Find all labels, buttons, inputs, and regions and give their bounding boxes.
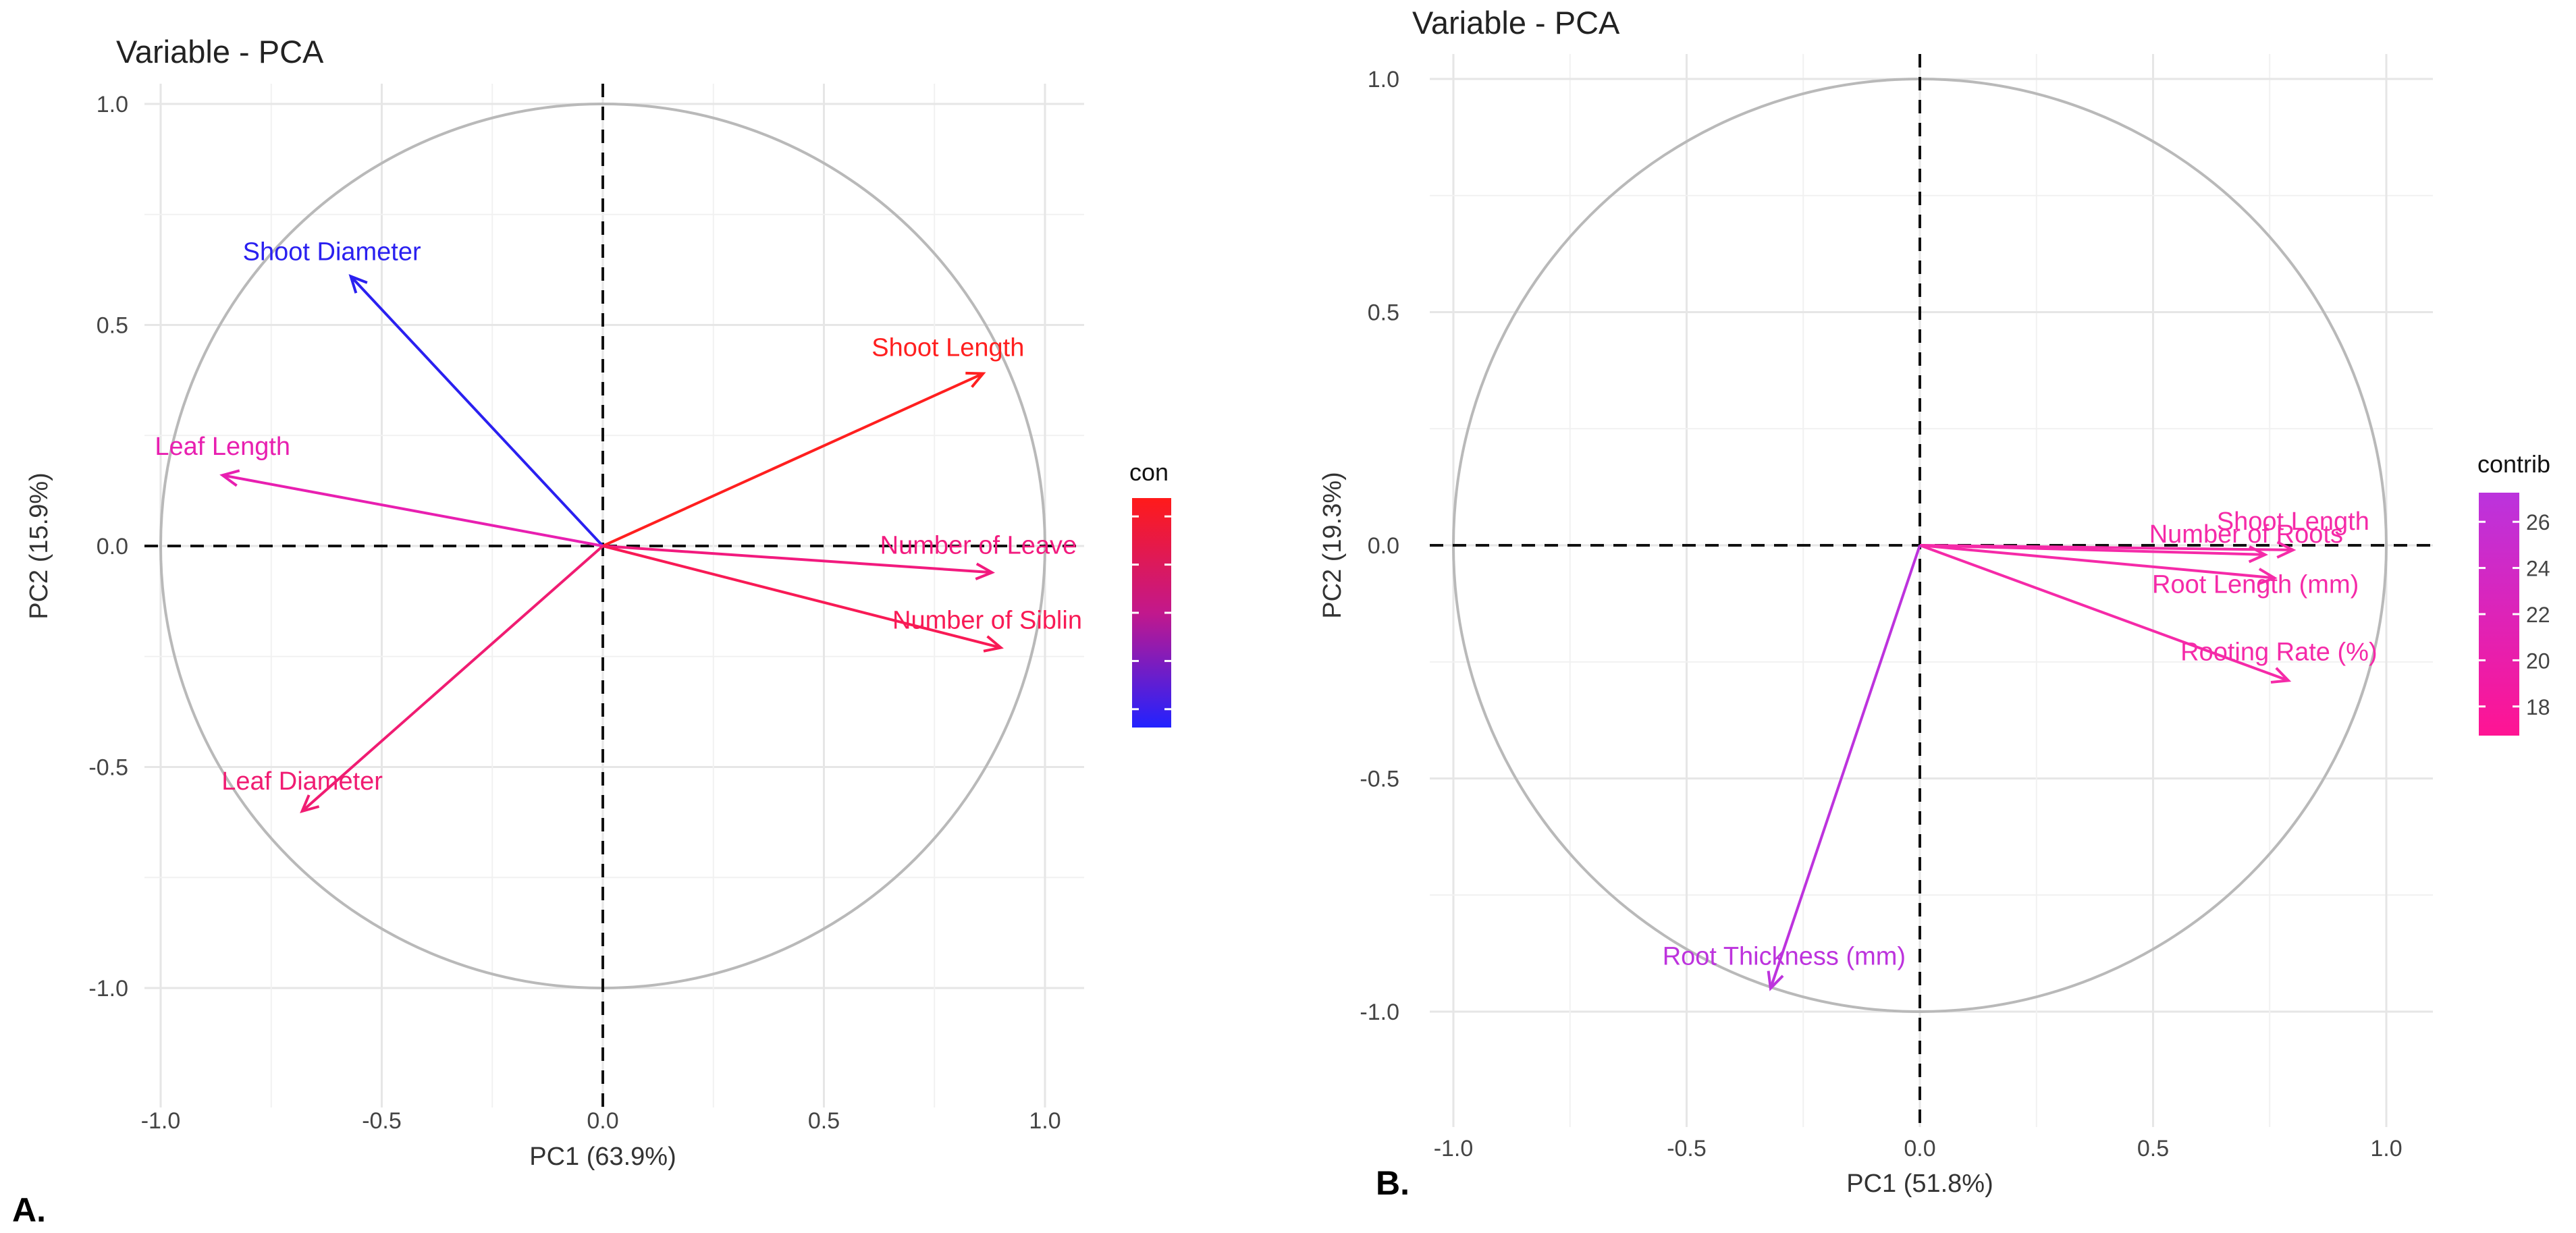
panel-b-x-ticks: -1.0 -0.5 0.0 0.5 1.0 [1434,1136,2403,1161]
panel-a-letter: A. [12,1191,46,1229]
loading-arrow-head [2248,545,2268,564]
y-tick-label: -0.5 [1360,767,1399,792]
legend-tick-label: 24 [2526,557,2550,581]
x-tick-label: 0.5 [808,1108,840,1134]
panel-a-y-axis-label: PC2 (15.9%) [25,472,53,620]
loading-arrow-head [219,469,240,487]
panel-a-arrows [219,274,1004,814]
variable-label: Number of Siblin [892,607,1082,635]
variable-label: Number of Roots [2149,520,2343,549]
x-tick-label: -1.0 [141,1108,181,1134]
legend-tick-label: 22 [2526,603,2550,627]
y-tick-label: 1.0 [97,92,128,117]
variable-label: Leaf Length [155,433,290,461]
x-tick-label: 1.0 [1029,1108,1061,1134]
panel-b-y-ticks: -1.0 -0.5 0.0 0.5 1.0 [1360,67,1399,1025]
y-tick-label: 0.5 [1368,300,1399,326]
variable-label: Number of Leave [880,531,1077,559]
loading-arrow-head [2270,667,2292,684]
loading-arrow-shaft [602,545,992,574]
variable-label: Rooting Rate (%) [2180,638,2377,666]
panel-a-title: Variable - PCA [116,34,324,70]
y-tick-label: 0.5 [97,313,128,339]
panel-a-x-ticks: -1.0 -0.5 0.0 0.5 1.0 [141,1108,1061,1134]
y-tick-label: -0.5 [88,755,128,781]
panel-a-legend-title: con [1129,458,1169,486]
x-tick-label: -0.5 [1667,1136,1707,1161]
panel-b-title: Variable - PCA [1412,5,1620,40]
panel-b-y-axis-label: PC2 (19.3%) [1318,472,1347,619]
loading-arrow-head [300,794,320,814]
panel-b-legend: contrib 26 24 22 20 18 [2477,450,2550,736]
legend-tick-label: 18 [2526,695,2550,719]
x-tick-label: -0.5 [362,1108,402,1134]
loading-arrow-shaft [602,372,984,547]
loading-arrow-head [2257,568,2278,586]
loading-arrow-head [975,562,995,580]
variable-label: Leaf Diameter [221,767,383,796]
panel-a-legend-ticks [1132,515,1171,711]
y-tick-label: -1.0 [88,976,128,1002]
loading-arrow-head [1767,970,1784,991]
variable-label: Root Length (mm) [2152,570,2359,599]
panel-a-x-axis-label: PC1 (63.9%) [529,1143,676,1171]
panel-a-variable-labels: Shoot Diameter Shoot Length Leaf Length Num… [155,238,1082,796]
loading-arrow-shaft [222,474,603,547]
x-tick-label: 0.0 [1904,1136,1935,1161]
loading-arrow-shaft [602,545,1001,649]
loading-arrow-shaft [1919,544,2275,580]
panel-b-letter: B. [1376,1164,1410,1202]
variable-label: Shoot Length [2217,508,2369,536]
loading-arrow-head [965,371,986,388]
loading-arrow-shaft [301,545,604,813]
panel-a-y-ticks: -1.0 -0.5 0.0 0.5 1.0 [88,92,128,1002]
x-tick-label: -1.0 [1434,1136,1474,1161]
legend-tick-label: 20 [2526,649,2550,673]
panel-b-legend-title: contrib [2477,450,2550,478]
loading-arrow-shaft [1769,545,1921,989]
y-tick-label: 0.0 [97,534,128,559]
panel-b-legend-ticks: 26 24 22 20 18 [2479,510,2550,719]
panel-b-arrows [1767,541,2297,991]
loading-arrow-head [983,635,1004,653]
y-tick-label: 0.0 [1368,533,1399,559]
variable-label: Shoot Diameter [243,238,421,266]
panel-a-legend: con [1129,458,1171,728]
loading-arrow-shaft [1919,544,2265,556]
loading-arrow-head [348,274,368,294]
y-tick-label: -1.0 [1360,999,1399,1025]
y-tick-label: 1.0 [1368,67,1399,92]
x-tick-label: 1.0 [2370,1136,2402,1161]
panel-b-x-axis-label: PC1 (51.8%) [1846,1170,1993,1198]
variable-label: Root Thickness (mm) [1663,942,1906,970]
variable-label: Shoot Length [871,334,1024,362]
loading-arrow-head [2276,541,2297,559]
panel-a: Variable - PCA Shoot Diameter Shoot Lengt… [12,34,1171,1229]
x-tick-label: 0.5 [2137,1136,2169,1161]
loading-arrow-shaft [350,275,604,547]
loading-arrow-shaft [1919,544,2289,682]
legend-tick-label: 26 [2526,510,2550,535]
x-tick-label: 0.0 [587,1108,618,1134]
